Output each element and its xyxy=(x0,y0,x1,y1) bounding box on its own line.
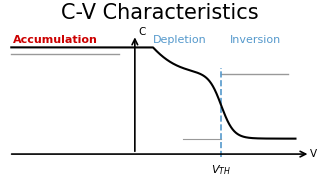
Text: C: C xyxy=(139,27,146,37)
Text: Accumulation: Accumulation xyxy=(13,35,98,45)
Text: Depletion: Depletion xyxy=(152,35,206,45)
Text: V: V xyxy=(310,149,317,159)
Text: Inversion: Inversion xyxy=(230,35,282,45)
Title: C-V Characteristics: C-V Characteristics xyxy=(61,3,258,23)
Text: $V_{TH}$: $V_{TH}$ xyxy=(211,163,231,177)
